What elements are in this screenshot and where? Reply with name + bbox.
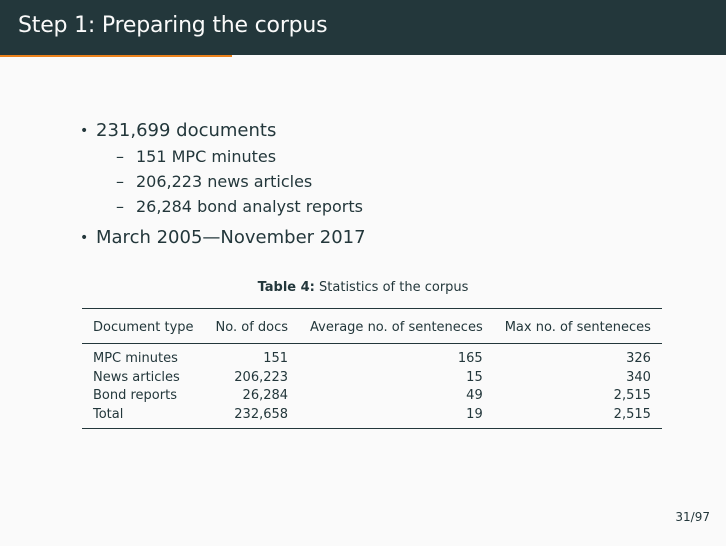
table-cell: News articles xyxy=(93,369,180,385)
sub-bullet-text: 151 MPC minutes xyxy=(136,147,277,166)
table-caption-label: Table 4: xyxy=(257,280,315,295)
dash-icon: – xyxy=(116,172,124,191)
table-caption: Table 4: Statistics of the corpus xyxy=(0,280,726,295)
column-header-max-sentences: Max no. of senteneces xyxy=(504,319,651,335)
table-cell: 49 xyxy=(466,388,483,403)
slide-title: Step 1: Preparing the corpus xyxy=(18,13,328,38)
bullet-text: 231,699 documents xyxy=(96,120,277,141)
table-cell: 340 xyxy=(626,369,651,385)
sub-bullet-item: – 206,223 news articles xyxy=(80,169,366,194)
table-row: Bond reports 26,284 49 2,515 xyxy=(82,387,662,406)
table-cell: 326 xyxy=(626,351,651,366)
bullet-icon: • xyxy=(80,123,89,139)
dash-icon: – xyxy=(116,197,124,216)
table-header-row: Document type No. of docs Average no. of… xyxy=(82,308,662,344)
table-row: News articles 206,223 15 340 xyxy=(82,369,662,388)
dash-icon: – xyxy=(116,147,124,166)
sub-bullet-item: – 151 MPC minutes xyxy=(80,144,366,169)
table-cell: 19 xyxy=(466,406,483,422)
table-cell: 26,284 xyxy=(242,388,289,403)
table-row: MPC minutes 151 165 326 xyxy=(82,344,662,369)
bullet-list: • 231,699 documents – 151 MPC minutes – … xyxy=(80,118,366,251)
table-cell: 165 xyxy=(457,351,483,366)
sub-bullet-text: 26,284 bond analyst reports xyxy=(136,197,363,216)
column-header-no-of-docs: No. of docs xyxy=(215,319,289,335)
table-cell: 15 xyxy=(466,369,483,385)
sub-bullet-item: – 26,284 bond analyst reports xyxy=(80,194,366,219)
bullet-item-dates: • March 2005—November 2017 xyxy=(80,225,366,251)
table-row: Total 232,658 19 2,515 xyxy=(82,406,662,429)
page-number: 31/97 xyxy=(675,510,710,524)
table-cell: Bond reports xyxy=(93,388,177,403)
table-caption-text: Statistics of the corpus xyxy=(319,280,469,295)
corpus-statistics-table: Document type No. of docs Average no. of… xyxy=(82,308,662,429)
table-cell: Total xyxy=(93,406,124,422)
table-cell: 232,658 xyxy=(234,406,289,422)
table-cell: 2,515 xyxy=(613,388,651,403)
bullet-text: March 2005—November 2017 xyxy=(96,227,366,248)
slide-header: Step 1: Preparing the corpus xyxy=(0,0,726,55)
table-cell: 2,515 xyxy=(613,406,651,422)
bullet-icon: • xyxy=(80,230,89,246)
table-cell: 151 xyxy=(263,351,289,366)
progress-bar xyxy=(0,55,232,57)
table-cell: 206,223 xyxy=(234,369,289,385)
column-header-average-sentences: Average no. of senteneces xyxy=(310,319,483,335)
bullet-item-documents: • 231,699 documents xyxy=(80,118,366,144)
column-header-document-type: Document type xyxy=(93,319,194,335)
table-cell: MPC minutes xyxy=(93,351,178,366)
sub-bullet-text: 206,223 news articles xyxy=(136,172,313,191)
